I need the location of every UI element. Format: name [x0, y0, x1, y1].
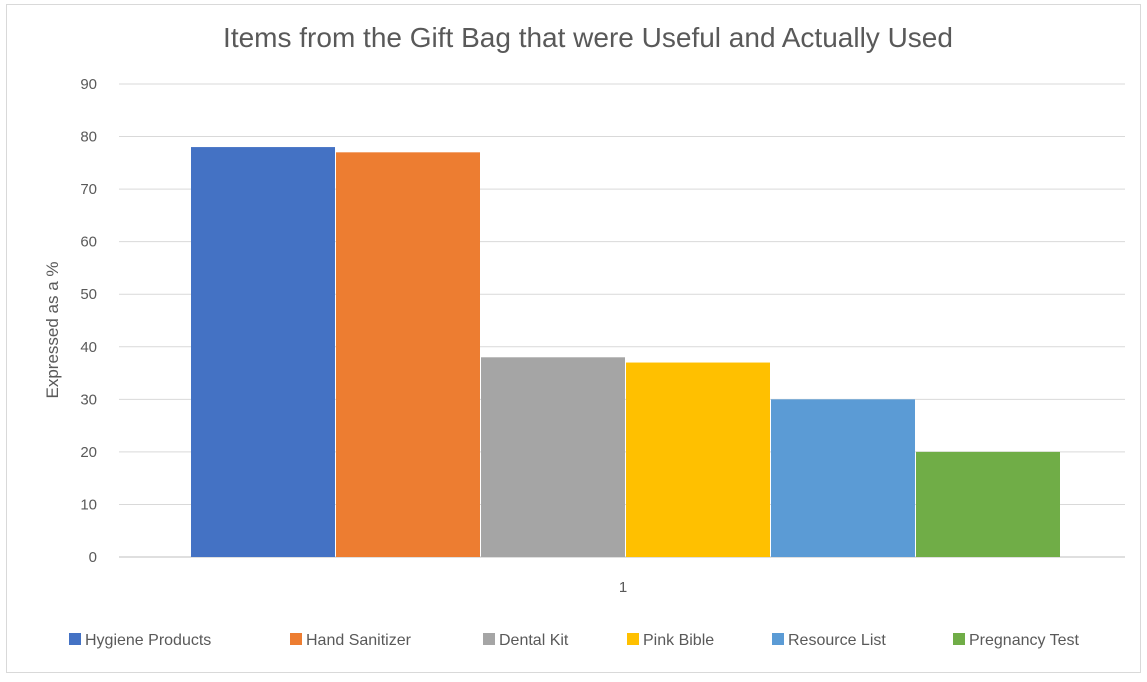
bar-hygiene-products	[191, 147, 335, 558]
y-tick-label: 50	[80, 286, 97, 303]
legend-label: Pregnancy Test	[969, 632, 1080, 649]
chart-area: Items from the Gift Bag that were Useful…	[6, 4, 1141, 673]
legend-swatch	[483, 633, 495, 645]
legend-label: Hygiene Products	[85, 632, 211, 649]
legend-label: Pink Bible	[643, 632, 714, 649]
y-tick-label: 20	[80, 444, 97, 461]
bar-pregnancy-test	[916, 451, 1060, 557]
y-axis-ticks: 0 10 20 30 40 50 60 70 80 90	[80, 76, 97, 566]
legend-swatch	[772, 633, 784, 645]
legend-swatch	[290, 633, 302, 645]
y-tick-label: 80	[80, 129, 97, 146]
bars	[191, 147, 1060, 558]
legend-label: Hand Sanitizer	[306, 632, 412, 649]
y-axis-label: Expressed as a %	[43, 261, 62, 398]
x-axis-ticks: 1	[619, 579, 627, 596]
legend-swatch	[953, 633, 965, 645]
legend-label: Dental Kit	[499, 632, 569, 649]
bar-hand-sanitizer	[336, 152, 480, 558]
chart-title: Items from the Gift Bag that were Useful…	[223, 22, 953, 53]
bar-pink-bible	[626, 362, 770, 557]
y-tick-label: 70	[80, 181, 97, 198]
bar-resource-list	[771, 399, 915, 557]
bar-dental-kit	[481, 357, 625, 557]
y-tick-label: 60	[80, 234, 97, 251]
y-tick-label: 10	[80, 496, 97, 513]
y-tick-label: 90	[80, 76, 97, 93]
legend: Hygiene Products Hand Sanitizer Dental Kit…	[69, 632, 1080, 649]
bar-chart: Items from the Gift Bag that were Useful…	[43, 22, 1125, 649]
y-tick-label: 0	[89, 549, 97, 566]
x-tick-label: 1	[619, 579, 627, 596]
legend-swatch	[627, 633, 639, 645]
legend-label: Resource List	[788, 632, 886, 649]
y-tick-label: 30	[80, 391, 97, 408]
y-tick-label: 40	[80, 339, 97, 356]
legend-swatch	[69, 633, 81, 645]
